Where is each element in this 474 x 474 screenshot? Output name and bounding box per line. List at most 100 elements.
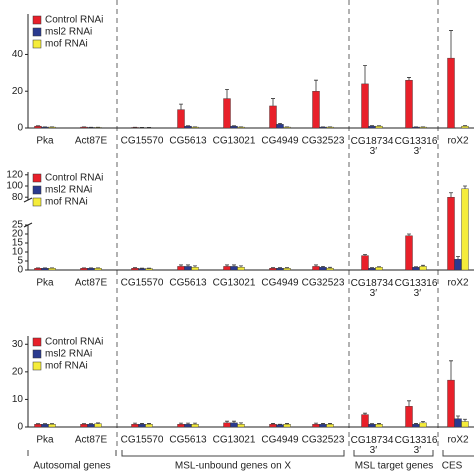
bar — [41, 424, 49, 428]
bar — [223, 422, 231, 428]
y-tick-label: 15 — [12, 238, 24, 249]
error-bar — [225, 420, 229, 423]
error-bar — [232, 264, 236, 267]
error-bar — [285, 423, 289, 425]
x-tick-label: CG4949 — [261, 278, 299, 289]
bar — [461, 188, 469, 271]
bar — [276, 124, 284, 129]
error-bar — [133, 267, 137, 269]
bar — [177, 424, 185, 428]
error-bar — [328, 423, 332, 425]
error-bar — [463, 418, 467, 422]
bracket — [121, 450, 345, 457]
legend-label: mof RNAi — [45, 361, 88, 372]
bar — [405, 79, 413, 129]
bar — [177, 109, 185, 129]
x-tick-label: Act87E — [75, 435, 108, 446]
error-bar — [463, 185, 467, 189]
x-tick-label: CG5613 — [169, 136, 207, 147]
bar — [138, 424, 146, 428]
error-bar — [363, 254, 367, 256]
bar — [419, 422, 427, 428]
x-tick-label: CG18734 3′ — [351, 278, 394, 299]
error-bar — [232, 420, 236, 423]
error-bar — [407, 400, 411, 407]
x-tick-label: Act87E — [75, 278, 108, 289]
bar — [230, 266, 238, 271]
error-bar — [377, 423, 381, 425]
bar — [312, 266, 320, 271]
group-label: Autosomal genes — [33, 461, 110, 472]
x-tick-label: Pka — [36, 435, 54, 446]
error-bar — [321, 266, 325, 268]
bar — [419, 266, 427, 271]
group-label: MSL-unbound genes on X — [175, 461, 292, 472]
bar — [361, 255, 369, 271]
label-line: CG13316 — [395, 136, 438, 147]
bar — [131, 424, 139, 428]
error-bar — [370, 423, 374, 425]
bar — [145, 424, 153, 428]
bar — [368, 424, 376, 428]
bar — [138, 268, 146, 271]
legend-swatch — [32, 185, 42, 195]
error-bar — [314, 422, 318, 425]
x-tick-label: CG13021 — [213, 435, 256, 446]
x-tick-label: CG5613 — [169, 435, 207, 446]
x-tick-label: CG13316 3′ — [395, 136, 438, 157]
error-bar — [414, 423, 418, 425]
x-tick-label: CG32523 — [302, 435, 345, 446]
bar — [361, 414, 369, 428]
bar — [375, 267, 383, 271]
label-line: 3′ — [411, 445, 421, 456]
y-tick-label: 0 — [17, 123, 23, 134]
x-tick-label: roX2 — [447, 435, 469, 446]
error-bar — [278, 123, 282, 125]
bar — [80, 268, 88, 271]
error-bar — [278, 423, 282, 425]
error-bar — [179, 103, 183, 110]
x-tick-label: CG4949 — [261, 136, 299, 147]
legend-label: Control RNAi — [45, 173, 103, 184]
bar — [361, 83, 369, 129]
label-line: 3′ — [367, 445, 377, 456]
bar — [34, 424, 42, 428]
x-tick-label: CG32523 — [302, 278, 345, 289]
x-tick-label: CG4949 — [261, 435, 299, 446]
bar — [312, 424, 320, 428]
legend-swatch — [32, 173, 42, 183]
bar — [80, 424, 88, 428]
bar — [375, 424, 383, 428]
error-bar — [89, 423, 93, 425]
bar — [41, 268, 49, 271]
x-tick-label: roX2 — [447, 136, 469, 147]
bar — [230, 125, 238, 129]
x-tick-label: CG5613 — [169, 278, 207, 289]
bar — [276, 268, 284, 271]
legend-swatch — [32, 15, 42, 25]
error-bar — [193, 422, 197, 425]
group-label: CES — [442, 461, 463, 472]
bar — [87, 268, 95, 271]
error-bar — [314, 79, 318, 92]
bar — [237, 424, 245, 428]
axis-break — [23, 197, 33, 228]
bracket — [27, 450, 117, 456]
error-bar — [314, 264, 318, 267]
bar — [131, 268, 139, 271]
x-tick-label: CG18734 3′ — [351, 435, 394, 456]
bar — [184, 424, 192, 428]
bar — [319, 267, 327, 271]
bar — [326, 424, 334, 428]
error-bar — [463, 125, 467, 127]
x-tick-label: CG32523 — [302, 136, 345, 147]
bar — [87, 424, 95, 428]
error-bar — [179, 422, 183, 425]
label-line: CG13316 — [395, 278, 438, 289]
error-bar — [377, 266, 381, 268]
x-tick-label: Act87E — [75, 136, 108, 147]
error-bar — [147, 423, 151, 425]
bar — [312, 91, 320, 129]
error-bar — [456, 415, 460, 419]
